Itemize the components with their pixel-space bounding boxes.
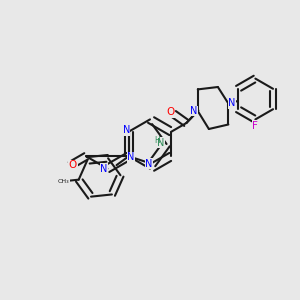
Text: N: N <box>190 106 198 116</box>
Text: O: O <box>69 160 77 170</box>
Text: CH₃: CH₃ <box>58 179 70 184</box>
Text: N: N <box>157 137 164 148</box>
Text: N: N <box>100 164 107 174</box>
Text: N: N <box>123 125 130 135</box>
Text: N: N <box>146 159 153 169</box>
Text: F: F <box>252 121 258 131</box>
Text: N: N <box>128 152 135 162</box>
Text: N: N <box>228 98 236 109</box>
Text: H: H <box>155 136 161 145</box>
Text: O: O <box>167 107 175 118</box>
